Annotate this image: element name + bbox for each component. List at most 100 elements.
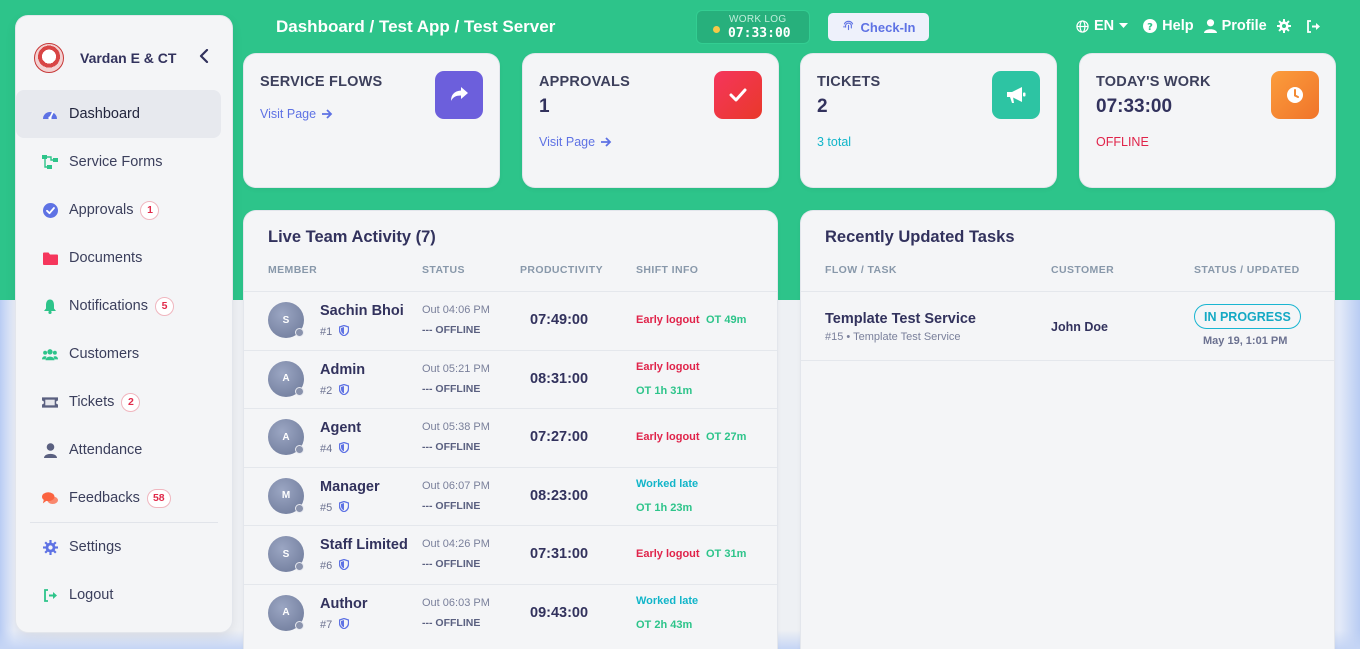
- shield-icon: [332, 617, 350, 632]
- sidebar-item-customers[interactable]: Customers: [16, 330, 232, 378]
- sidebar-nav: Dashboard Service Forms Approvals 1 Document…: [16, 90, 232, 619]
- sidebar-item-notifications[interactable]: Notifications 5: [16, 282, 232, 330]
- sidebar-item-label: Tickets: [69, 394, 115, 410]
- flow-icon: [42, 154, 58, 170]
- stat-value: 07:33:00: [1096, 96, 1173, 117]
- worklog-label: WORK LOG: [729, 14, 787, 25]
- sidebar-item-feedbacks[interactable]: Feedbacks 58: [16, 474, 232, 522]
- sidebar-item-tickets[interactable]: Tickets 2: [16, 378, 232, 426]
- check-in-button[interactable]: Check-In: [828, 13, 929, 41]
- gear-icon[interactable]: [1276, 19, 1296, 33]
- sidebar: Vardan E & CT Dashboard Service Forms Appr…: [16, 16, 232, 632]
- fingerprint-icon: [842, 19, 861, 35]
- sidebar-item-label: Attendance: [69, 442, 143, 458]
- table-row[interactable]: S Staff Limited #6 Out 04:26 PM --- OFFL…: [244, 525, 777, 584]
- productivity-time: 09:43:00: [530, 604, 589, 621]
- sidebar-item-label: Approvals: [69, 202, 134, 218]
- todays-work-card: TODAY'S WORK 07:33:00 OFFLINE: [1080, 54, 1335, 187]
- logout-icon: [42, 587, 58, 603]
- folder-icon: [42, 250, 58, 266]
- visit-page-link[interactable]: Visit Page: [539, 135, 612, 149]
- member-id: #2: [320, 383, 350, 398]
- overtime-note: OT 31m: [706, 548, 747, 561]
- service-flows-card: SERVICE FLOWS Visit Page: [244, 54, 499, 187]
- table-row[interactable]: Template Test Service #15 • Template Tes…: [801, 291, 1334, 361]
- sidebar-item-documents[interactable]: Documents: [16, 234, 232, 282]
- table-row[interactable]: A Author #7 Out 06:03 PM --- OFFLINE 09:…: [244, 583, 777, 643]
- megaphone-icon: [992, 71, 1040, 119]
- count-badge: 2: [121, 392, 141, 412]
- clock-icon: [1271, 71, 1319, 119]
- shield-icon: [332, 324, 350, 339]
- shift-note: Worked late: [636, 477, 699, 490]
- member-id-label: #2: [320, 384, 333, 397]
- sidebar-item-label: Settings: [69, 539, 122, 555]
- member-id-label: #6: [320, 560, 333, 573]
- status-badge: IN PROGRESS: [1194, 304, 1301, 329]
- stat-title: TODAY'S WORK: [1096, 74, 1211, 90]
- language-selector[interactable]: EN: [1076, 18, 1133, 34]
- check-in-label: Check-In: [860, 19, 916, 35]
- help-circle-icon: ?: [1143, 19, 1158, 33]
- brand-name: Vardan E & CT: [80, 50, 177, 66]
- shield-icon: [332, 559, 350, 573]
- avatar: M: [268, 477, 304, 514]
- member-name[interactable]: Admin: [320, 361, 366, 378]
- sidebar-item-attendance[interactable]: Attendance: [16, 426, 232, 474]
- logout-time: Out 05:21 PM: [422, 362, 490, 375]
- shift-note: Worked late: [636, 594, 699, 607]
- work-status: OFFLINE: [1096, 135, 1149, 149]
- activity-table-body: S Sachin Bhoi #1 Out 04:06 PM --- OFFLIN…: [244, 291, 777, 643]
- shield-icon: [332, 383, 350, 398]
- count-badge: 58: [146, 488, 171, 508]
- avatar-initial: A: [282, 607, 290, 619]
- member-name[interactable]: Agent: [320, 420, 362, 437]
- member-name[interactable]: Author: [320, 595, 368, 612]
- arrow-right-icon: [322, 109, 333, 119]
- table-row[interactable]: S Sachin Bhoi #1 Out 04:06 PM --- OFFLIN…: [244, 291, 777, 350]
- visit-page-link[interactable]: Visit Page: [260, 107, 333, 121]
- task-name[interactable]: Template Test Service: [825, 311, 976, 327]
- chevron-left-icon[interactable]: [198, 48, 210, 64]
- table-row[interactable]: M Manager #5 Out 06:07 PM --- OFFLINE 08…: [244, 466, 777, 526]
- visit-page-label: Visit Page: [260, 107, 317, 121]
- brand[interactable]: Vardan E & CT: [34, 43, 176, 73]
- worklog-widget: WORK LOG 07:33:00: [696, 10, 810, 44]
- member-name[interactable]: Staff Limited: [320, 537, 408, 554]
- panel-title: Recently Updated Tasks: [825, 228, 1015, 246]
- presence-dot-icon: [295, 386, 304, 396]
- logout-time: Out 04:06 PM: [422, 304, 490, 316]
- table-row[interactable]: A Admin #2 Out 05:21 PM --- OFFLINE 08:3…: [244, 349, 777, 409]
- column-header: FLOW / TASK: [825, 264, 897, 276]
- member-name[interactable]: Manager: [320, 478, 380, 495]
- sidebar-item-settings[interactable]: Settings: [16, 523, 232, 571]
- avatar-initial: A: [282, 431, 290, 443]
- avatar-initial: S: [282, 314, 290, 326]
- avatar: A: [268, 419, 304, 456]
- logout-time: Out 04:26 PM: [422, 538, 490, 551]
- dashboard-gauge-icon: [42, 106, 58, 122]
- sidebar-item-service-forms[interactable]: Service Forms: [16, 138, 232, 186]
- member-name[interactable]: Sachin Bhoi: [320, 303, 404, 319]
- sidebar-item-label: Customers: [69, 346, 140, 362]
- shift-note: Early logout: [636, 314, 700, 326]
- help-link[interactable]: ? Help: [1143, 18, 1194, 34]
- sidebar-item-logout[interactable]: Logout: [16, 571, 232, 619]
- sidebar-item-approvals[interactable]: Approvals 1: [16, 186, 232, 234]
- profile-link[interactable]: Profile: [1203, 18, 1267, 34]
- logout-time: Out 05:38 PM: [422, 421, 490, 434]
- column-header: STATUS / UPDATED: [1194, 264, 1300, 276]
- sidebar-item-dashboard[interactable]: Dashboard: [16, 90, 221, 138]
- column-header: STATUS: [422, 264, 465, 276]
- sign-out-icon[interactable]: [1306, 19, 1326, 33]
- logout-time: Out 06:03 PM: [422, 596, 490, 609]
- presence-status: --- OFFLINE: [422, 324, 481, 336]
- svg-text:?: ?: [1147, 22, 1153, 33]
- globe-icon: [1076, 19, 1089, 33]
- avatar-initial: A: [282, 373, 290, 385]
- profile-label: Profile: [1221, 18, 1267, 34]
- presence-status: --- OFFLINE: [422, 499, 481, 512]
- shift-note: Early logout: [636, 548, 700, 561]
- table-row[interactable]: A Agent #4 Out 05:38 PM --- OFFLINE 07:2…: [244, 408, 777, 467]
- help-label: Help: [1162, 18, 1194, 34]
